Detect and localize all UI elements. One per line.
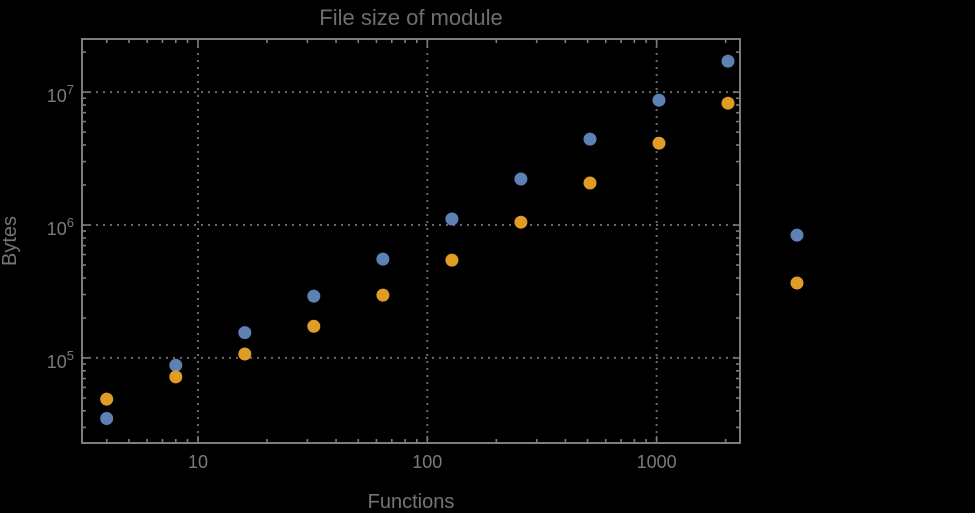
data-point-blue-series [652,93,666,107]
data-point-blue-series [238,326,252,340]
gridlines [82,39,740,443]
data-point-blue-series [583,132,597,146]
plot-frame [81,38,741,444]
x-axis-label: Functions [368,491,455,513]
data-point-orange-series [100,392,114,406]
chart-title: File size of module [319,5,502,30]
y-tick-label: 105 [47,348,74,372]
y-tick-label: 106 [47,215,74,239]
x-tick-label: 1000 [637,452,677,472]
data-point-blue-series [307,289,321,303]
x-tick-label: 100 [412,452,442,472]
data-point-blue-series [514,172,528,186]
data-point-blue-series [169,358,183,372]
data-point-orange-series [307,319,321,333]
y-axis-label: Bytes [0,216,21,266]
data-point-orange-series [238,347,252,361]
tick-labels: 10 100 1000 105 106 107 [47,82,677,472]
data-point-blue-series [100,412,114,425]
data-point-blue-series [790,228,804,242]
data-point-orange-series [376,288,390,302]
data-point-blue-series [445,212,459,226]
data-point-orange-series [169,370,183,384]
x-tick-label: 10 [188,452,208,472]
data-point-orange-series [652,136,666,150]
data-point-orange-series [583,176,597,190]
data-point-orange-series [445,253,459,267]
data-points [100,54,804,425]
data-point-orange-series [790,276,804,290]
data-point-orange-series [721,96,735,110]
data-point-blue-series [376,252,390,266]
y-tick-label: 107 [47,82,74,106]
data-point-orange-series [514,215,528,229]
data-point-blue-series [721,54,735,68]
